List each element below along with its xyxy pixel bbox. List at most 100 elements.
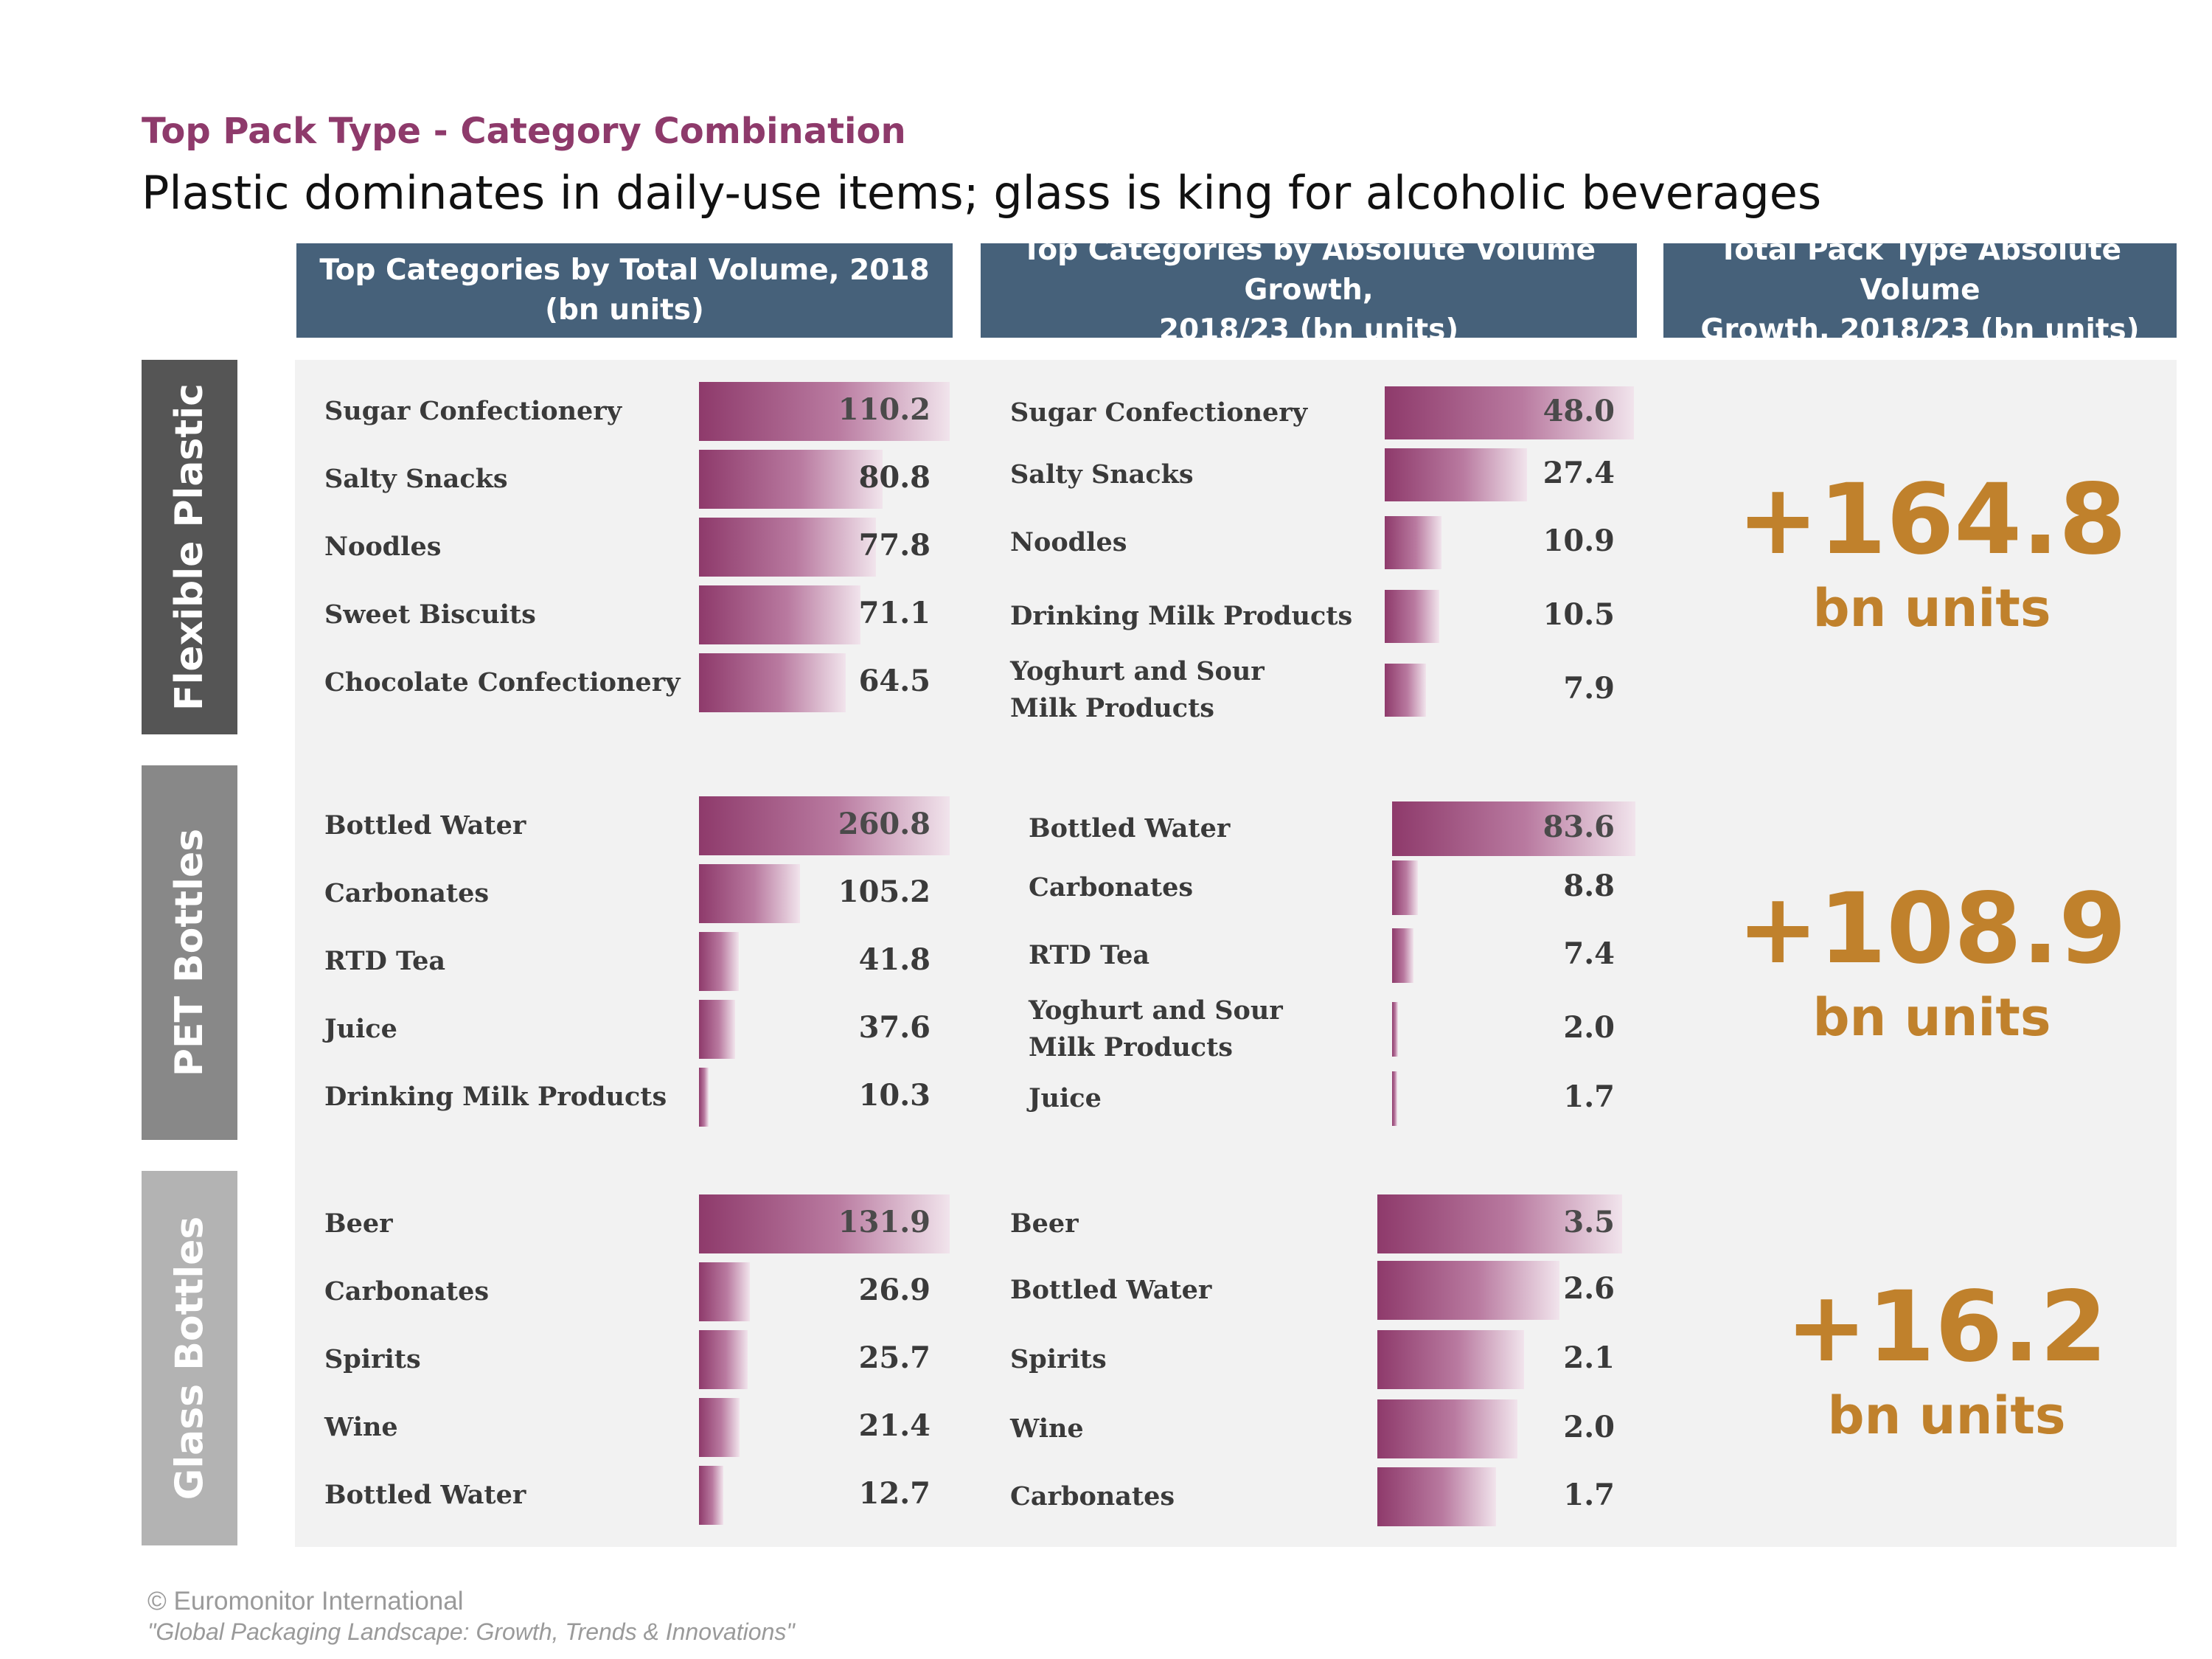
value-label: 77.8 [858, 528, 931, 563]
bar-spirits [1377, 1330, 1525, 1389]
value-label: 8.8 [1563, 869, 1615, 903]
value-label: 1.7 [1563, 1478, 1615, 1512]
bar-rtd-tea [1392, 928, 1414, 983]
value-label: 3.5 [1563, 1205, 1615, 1239]
row-label-flexible-plastic: Flexible Plastic [142, 360, 237, 734]
column-header-volume-growth: Top Categories by Absolute Volume Growth… [981, 234, 1637, 347]
bar-bottled-water [699, 796, 950, 855]
category-label: Bottled Water [1029, 813, 1231, 844]
value-label: 48.0 [1543, 394, 1615, 428]
bar-drinking-milk-products [699, 1068, 709, 1127]
value-label: 37.6 [858, 1010, 931, 1045]
category-label: Drinking Milk Products [324, 1082, 667, 1112]
value-label: 2.0 [1563, 1010, 1615, 1045]
category-label: Sweet Biscuits [324, 599, 536, 630]
category-label: Wine [324, 1412, 398, 1442]
category-label: Yoghurt and Sour Milk Products [1010, 656, 1265, 723]
category-label: Spirits [1010, 1344, 1107, 1374]
value-label: 2.0 [1563, 1410, 1615, 1444]
column-header-total-volume: Top Categories by Total Volume, 2018 (bn … [296, 243, 953, 338]
value-label: 105.2 [838, 874, 931, 909]
value-label: 2.6 [1563, 1271, 1615, 1306]
total-unit: bn units [1827, 1385, 2066, 1446]
category-label: Bottled Water [324, 1480, 526, 1510]
value-label: 260.8 [838, 807, 931, 841]
value-label: 64.5 [858, 664, 931, 698]
total-value: +16.2 [1785, 1270, 2108, 1384]
value-label: 83.6 [1543, 810, 1615, 844]
value-label: 7.9 [1563, 671, 1615, 706]
total-unit: bn units [1812, 578, 2051, 639]
total-glass-bottles: +16.2 bn units [1740, 1272, 2153, 1449]
bar-chocolate-confectionery [699, 653, 846, 712]
category-label: Noodles [324, 532, 442, 562]
bar-beer [699, 1194, 950, 1253]
category-label: Bottled Water [1010, 1275, 1212, 1305]
chart-panel [295, 360, 2177, 1547]
value-label: 7.4 [1563, 936, 1615, 971]
bar-juice [699, 1000, 736, 1059]
bar-rtd-tea [699, 932, 740, 991]
column-header-pack-type-growth: Total Pack Type Absolute Volume Growth, 2… [1663, 234, 2177, 347]
value-label: 80.8 [858, 460, 931, 495]
category-label: Salty Snacks [324, 464, 508, 494]
value-label: 2.1 [1563, 1340, 1615, 1375]
headline: Plastic dominates in daily-use items; gl… [142, 166, 1822, 220]
category-label: Juice [324, 1014, 397, 1044]
total-value: +164.8 [1736, 463, 2127, 577]
bar-spirits [699, 1330, 748, 1389]
category-label: RTD Tea [1029, 940, 1150, 970]
value-label: 10.9 [1543, 524, 1615, 558]
value-label: 71.1 [858, 596, 931, 630]
value-label: 1.7 [1563, 1079, 1615, 1114]
row-label-glass-bottles: Glass Bottles [142, 1171, 237, 1545]
value-label: 10.5 [1543, 597, 1615, 632]
bar-wine [699, 1398, 740, 1457]
category-label: Spirits [324, 1344, 421, 1374]
bar-carbonates [1392, 860, 1418, 915]
bar-salty-snacks [699, 450, 883, 509]
bar-juice [1392, 1071, 1397, 1126]
total-unit: bn units [1812, 987, 2051, 1048]
bar-bottled-water [1377, 1261, 1559, 1320]
category-label: Carbonates [324, 1276, 490, 1307]
total-value: +108.9 [1736, 872, 2127, 986]
category-label: Sugar Confectionery [1010, 397, 1308, 428]
value-label: 27.4 [1543, 456, 1615, 490]
bar-yoghurt-and-sour-milk-products [1385, 664, 1426, 717]
value-label: 41.8 [858, 942, 931, 977]
source-note: "Global Packaging Landscape: Growth, Tre… [147, 1618, 795, 1645]
bar-beer [1377, 1194, 1622, 1253]
total-flexible-plastic: +164.8 bn units [1725, 465, 2138, 641]
bar-sweet-biscuits [699, 585, 861, 644]
bar-bottled-water [1392, 801, 1635, 856]
category-label: Beer [324, 1208, 393, 1239]
bar-bottled-water [699, 1466, 723, 1525]
category-label: Sugar Confectionery [324, 396, 622, 426]
category-label: RTD Tea [324, 946, 446, 976]
value-label: 21.4 [858, 1408, 931, 1443]
bar-sugar-confectionery [699, 382, 950, 441]
category-label: Yoghurt and Sour Milk Products [1029, 995, 1283, 1062]
bar-sugar-confectionery [1385, 386, 1634, 439]
bar-salty-snacks [1385, 448, 1527, 501]
category-label: Carbonates [1029, 872, 1194, 902]
bar-wine [1377, 1399, 1517, 1458]
category-label: Juice [1029, 1083, 1102, 1113]
value-label: 26.9 [858, 1273, 931, 1307]
row-label-pet-bottles: PET Bottles [142, 765, 237, 1140]
category-label: Carbonates [324, 878, 490, 908]
category-label: Salty Snacks [1010, 459, 1194, 490]
value-label: 131.9 [838, 1205, 931, 1239]
bar-carbonates [699, 864, 801, 923]
value-label: 12.7 [858, 1476, 931, 1511]
bar-noodles [699, 518, 877, 577]
category-label: Drinking Milk Products [1010, 601, 1353, 631]
copyright: © Euromonitor International [147, 1587, 464, 1615]
category-label: Carbonates [1010, 1481, 1175, 1512]
bar-drinking-milk-products [1385, 590, 1439, 643]
kicker: Top Pack Type - Category Combination [142, 111, 906, 152]
value-label: 110.2 [838, 392, 931, 427]
category-label: Noodles [1010, 527, 1127, 557]
